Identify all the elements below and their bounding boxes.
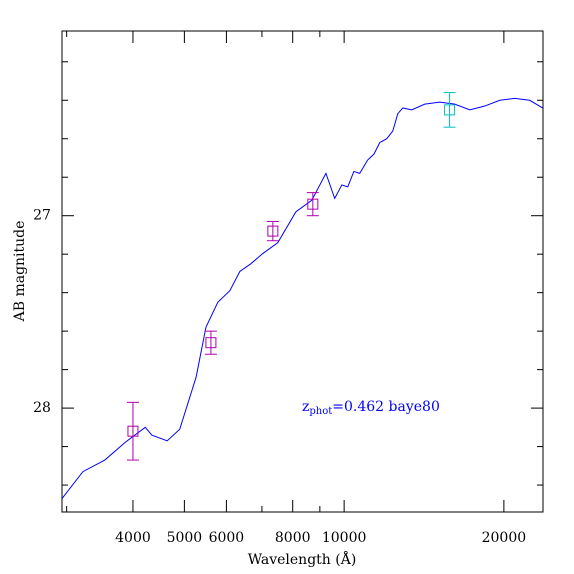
x-axis-label: Wavelength (Å) bbox=[248, 550, 357, 568]
x-tick-label: 20000 bbox=[482, 530, 527, 546]
y-tick-label: 28 bbox=[33, 400, 51, 416]
plot-frame bbox=[61, 30, 544, 513]
x-tick-label: 6000 bbox=[209, 530, 245, 546]
photometry-point bbox=[444, 104, 456, 116]
y-axis-label: AB magnitude bbox=[12, 221, 28, 323]
annotation-main: z bbox=[302, 399, 309, 415]
y-tick-label: 27 bbox=[33, 208, 51, 224]
photometry-point bbox=[127, 425, 139, 437]
photometry-point bbox=[267, 225, 279, 237]
photometry-point bbox=[205, 337, 217, 349]
photometry-point bbox=[307, 198, 319, 210]
annotation-rest: =0.462 baye80 bbox=[332, 399, 440, 415]
x-tick-label: 4000 bbox=[115, 530, 151, 546]
annotation-sub: phot bbox=[309, 406, 332, 417]
x-tick-label: 5000 bbox=[167, 530, 203, 546]
x-tick-label: 8000 bbox=[275, 530, 311, 546]
model-spectrum bbox=[61, 97, 543, 499]
x-tick-label: 10000 bbox=[322, 530, 367, 546]
annotation: zphot=0.462 baye80 bbox=[302, 399, 440, 417]
